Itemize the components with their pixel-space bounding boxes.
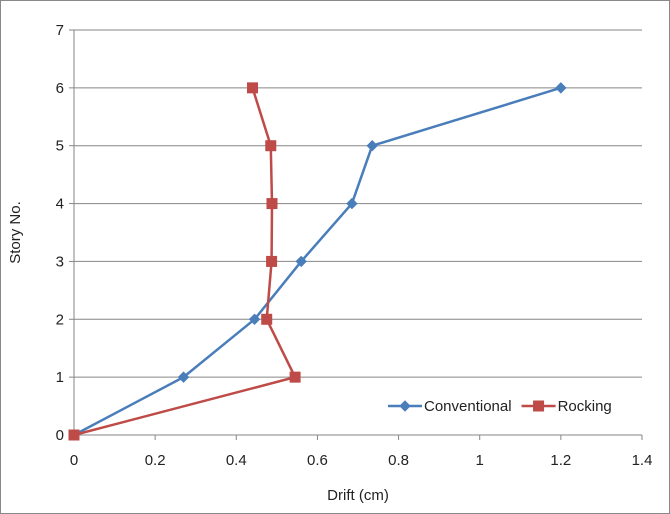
rocking-point xyxy=(266,198,278,210)
y-tick-label: 6 xyxy=(56,80,64,97)
series xyxy=(68,82,567,441)
y-tick-label: 2 xyxy=(56,311,64,328)
rocking-point xyxy=(266,255,278,267)
legend-rocking-marker xyxy=(533,400,545,412)
legend-conventional-label: Conventional xyxy=(424,398,512,415)
gridlines xyxy=(74,29,642,378)
x-tick-label: 0 xyxy=(70,452,78,469)
conventional-point xyxy=(248,313,261,325)
legend-conventional-marker xyxy=(399,400,411,412)
conventional-point xyxy=(555,82,567,94)
conventional-point xyxy=(366,140,378,152)
conventional-point xyxy=(177,371,190,383)
rocking-point xyxy=(261,313,273,325)
x-tick-label: 1.2 xyxy=(550,452,571,469)
conventional-point xyxy=(346,197,358,210)
conventional-point xyxy=(295,255,307,268)
y-tick-label: 3 xyxy=(56,253,64,270)
y-tick-label: 1 xyxy=(56,369,64,386)
y-axis-title: Story No. xyxy=(7,201,24,264)
x-tick-label: 1 xyxy=(476,452,484,469)
x-tick-label: 0.4 xyxy=(226,452,247,469)
x-tick-label: 1.4 xyxy=(632,452,653,469)
tick-labels: 0 1 2 3 4 5 6 7 0 0.2 0.4 0.6 0.8 1 1.2 1.4 xyxy=(56,22,653,469)
x-tick-label: 0.6 xyxy=(307,452,328,469)
x-tick-label: 0.2 xyxy=(145,452,166,469)
y-tick-label: 4 xyxy=(56,196,64,213)
rocking-point xyxy=(289,371,301,383)
legend-rocking-label: Rocking xyxy=(558,398,612,415)
y-tick-label: 5 xyxy=(56,138,64,155)
rocking-point xyxy=(247,82,259,94)
legend: Conventional Rocking xyxy=(388,398,612,415)
y-tick-label: 7 xyxy=(56,22,64,39)
rocking-point xyxy=(68,429,80,441)
axes xyxy=(69,29,643,440)
x-tick-label: 0.8 xyxy=(388,452,409,469)
x-axis-title: Drift (cm) xyxy=(327,487,389,504)
y-tick-label: 0 xyxy=(56,427,64,444)
rocking-point xyxy=(265,140,277,152)
